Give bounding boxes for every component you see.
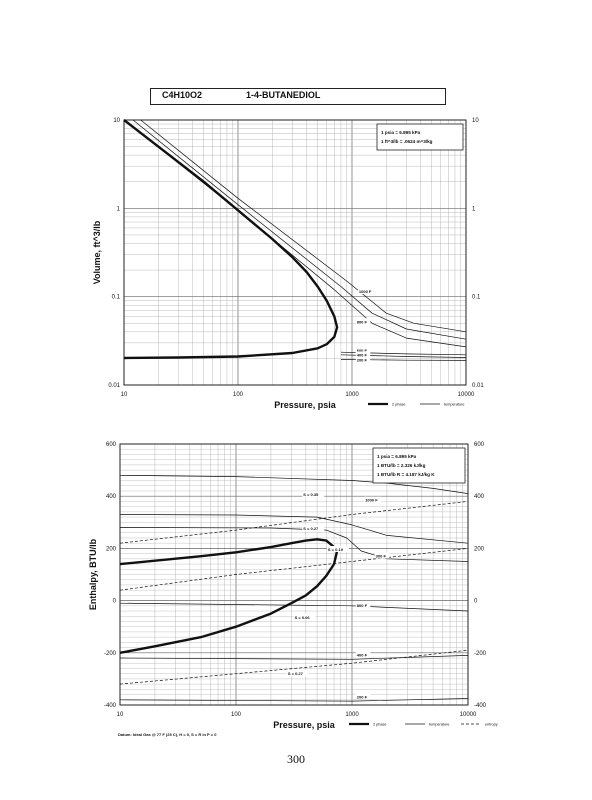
- enthalpy-y-tick-label-right: 0: [474, 599, 478, 605]
- enthalpy-annotation-bg: [374, 552, 390, 559]
- enthalpy-y-tick-label-right: -200: [474, 651, 487, 657]
- volume-annotation-bg: [355, 351, 371, 358]
- volume-y-tick-label-right: 0.01: [472, 383, 484, 389]
- enthalpy-y-tick-label-right: 600: [474, 442, 485, 448]
- compound-title-box: C4H10O2 1-4-BUTANEDIOL: [150, 88, 446, 105]
- enthalpy-y-tick-label-left: 0: [113, 599, 117, 605]
- compound-formula: C4H10O2: [162, 90, 203, 100]
- enthalpy-entropy-line-9: [119, 649, 469, 685]
- enthalpy-y-axis-label: Enthalpy, BTU/lb: [88, 538, 98, 610]
- enthalpy-conversion-note: 1 BTU/lb = 2.326 kJ/kg: [377, 463, 426, 468]
- enthalpy-y-tick-label-right: 200: [474, 546, 485, 552]
- volume-conversion-box: [376, 123, 464, 151]
- volume-x-tick-label: 10: [121, 392, 128, 398]
- enthalpy-legend-label: entropy: [485, 723, 498, 727]
- enthalpy-conversion-note: 1 BTU/lb R = 4.187 kJ/kg K: [377, 472, 435, 477]
- volume-annotation-bg: [357, 288, 375, 295]
- enthalpy-annotation-bg: [326, 546, 349, 553]
- enthalpy-annotation-bg: [302, 491, 325, 498]
- volume-y-tick-label-left: 10: [113, 118, 120, 124]
- volume-annotation-bg: [355, 318, 371, 325]
- enthalpy-legend-label: temperature: [429, 723, 449, 727]
- volume-x-tick-label: 100: [233, 392, 244, 398]
- enthalpy-entropy-line-7: [119, 501, 469, 544]
- enthalpy-curve-annotation: 800 F: [357, 603, 368, 608]
- enthalpy-y-tick-label-left: 200: [106, 546, 117, 552]
- enthalpy-y-tick-label-right: -400: [474, 703, 487, 709]
- volume-y-tick-label-left: 0.01: [108, 383, 120, 389]
- enthalpy-curve-annotation: S = 0.27: [303, 526, 319, 531]
- enthalpy-curve-annotation: S = 0.19: [328, 547, 344, 552]
- enthalpy-annotation-bg: [286, 669, 309, 676]
- volume-curve-annotation: 1000 F: [359, 289, 372, 294]
- page-number: 300: [287, 752, 305, 766]
- volume-x-tick-label: 10000: [458, 392, 475, 398]
- enthalpy-curve-annotation: S = 0.27: [288, 671, 304, 676]
- enthalpy-temperature-line-2: [119, 514, 469, 544]
- enthalpy-temperature-line-1: [119, 474, 469, 494]
- volume-temperature-line-3: [140, 119, 467, 333]
- volume-conversion-note: 1 ft^3/lb = .0624 m^3/kg: [381, 139, 433, 144]
- enthalpy-annotation-bg: [355, 651, 371, 658]
- volume-y-tick-label-right: 1: [472, 206, 476, 212]
- volume-plot-frame: [123, 119, 467, 386]
- volume-temperature-line-1: [123, 119, 467, 348]
- enthalpy-plot-frame: [119, 443, 469, 706]
- volume-y-tick-label-right: 10: [472, 118, 479, 124]
- compound-name: 1-4-BUTANEDIOL: [246, 90, 321, 100]
- enthalpy-conversion-note: 1 psia = 6.895 kPa: [377, 454, 417, 459]
- enthalpy-x-tick-label: 10000: [460, 712, 477, 718]
- volume-y-tick-label-left: 0.1: [112, 295, 121, 301]
- volume-curve-annotation: 200 F: [357, 357, 368, 362]
- enthalpy-curve-annotation: 300 F: [376, 554, 387, 559]
- volume-annotation-bg: [355, 356, 371, 363]
- volume-curve-annotation: 400 F: [357, 353, 368, 358]
- enthalpy-two-phase-curve: [119, 538, 338, 654]
- enthalpy-legend-label: 2 phase: [373, 723, 387, 727]
- enthalpy-conversion-box: [372, 447, 466, 484]
- enthalpy-curve-annotation: 200 F: [357, 694, 368, 699]
- enthalpy-annotation-bg: [364, 496, 382, 503]
- enthalpy-x-axis-label: Pressure, psia: [273, 720, 336, 730]
- enthalpy-y-tick-label-left: 400: [106, 494, 117, 500]
- datum-footnote: Datum: Ideal Gas @ 77 F (25 C), H = 0, S…: [118, 732, 217, 737]
- volume-legend-label: temperature: [444, 403, 464, 407]
- volume-x-tick-label: 1000: [345, 392, 359, 398]
- enthalpy-curve-annotation: 1000 F: [365, 497, 378, 502]
- enthalpy-x-tick-label: 10: [117, 712, 124, 718]
- enthalpy-entropy-line-8: [119, 548, 469, 591]
- enthalpy-temperature-line-3: [119, 527, 469, 562]
- volume-y-tick-label-left: 1: [117, 206, 121, 212]
- enthalpy-curve-annotation: S = 0.35: [303, 492, 319, 497]
- volume-temperature-line-2: [132, 119, 467, 340]
- volume-curve-annotation: 600 F: [357, 348, 368, 353]
- volume-legend-label: 2 phase: [392, 403, 406, 407]
- volume-y-axis-label: Volume, ft^3/lb: [92, 220, 102, 284]
- enthalpy-annotation-bg: [355, 693, 371, 700]
- enthalpy-y-tick-label-left: 600: [106, 442, 117, 448]
- enthalpy-annotation-bg: [302, 525, 325, 532]
- enthalpy-y-tick-label-left: -200: [104, 651, 117, 657]
- enthalpy-curve-annotation: S = 0.06: [295, 615, 311, 620]
- volume-conversion-note: 1 psia = 6.895 kPa: [381, 130, 421, 135]
- enthalpy-x-tick-label: 1000: [345, 712, 359, 718]
- enthalpy-temperature-line-5: [119, 655, 469, 660]
- enthalpy-y-tick-label-right: 400: [474, 494, 485, 500]
- volume-curve-annotation: 800 F: [357, 319, 368, 324]
- enthalpy-temperature-line-6: [119, 698, 469, 702]
- enthalpy-annotation-bg: [293, 613, 316, 620]
- volume-annotation-bg: [355, 347, 371, 354]
- enthalpy-y-tick-label-left: -400: [104, 703, 117, 709]
- enthalpy-curve-annotation: 400 F: [357, 653, 368, 658]
- enthalpy-annotation-bg: [355, 602, 371, 609]
- enthalpy-x-tick-label: 100: [231, 712, 242, 718]
- volume-two-phase-curve: [123, 119, 339, 360]
- volume-x-axis-label: Pressure, psia: [274, 400, 337, 410]
- enthalpy-temperature-line-4: [119, 602, 469, 612]
- volume-y-tick-label-right: 0.1: [472, 295, 481, 301]
